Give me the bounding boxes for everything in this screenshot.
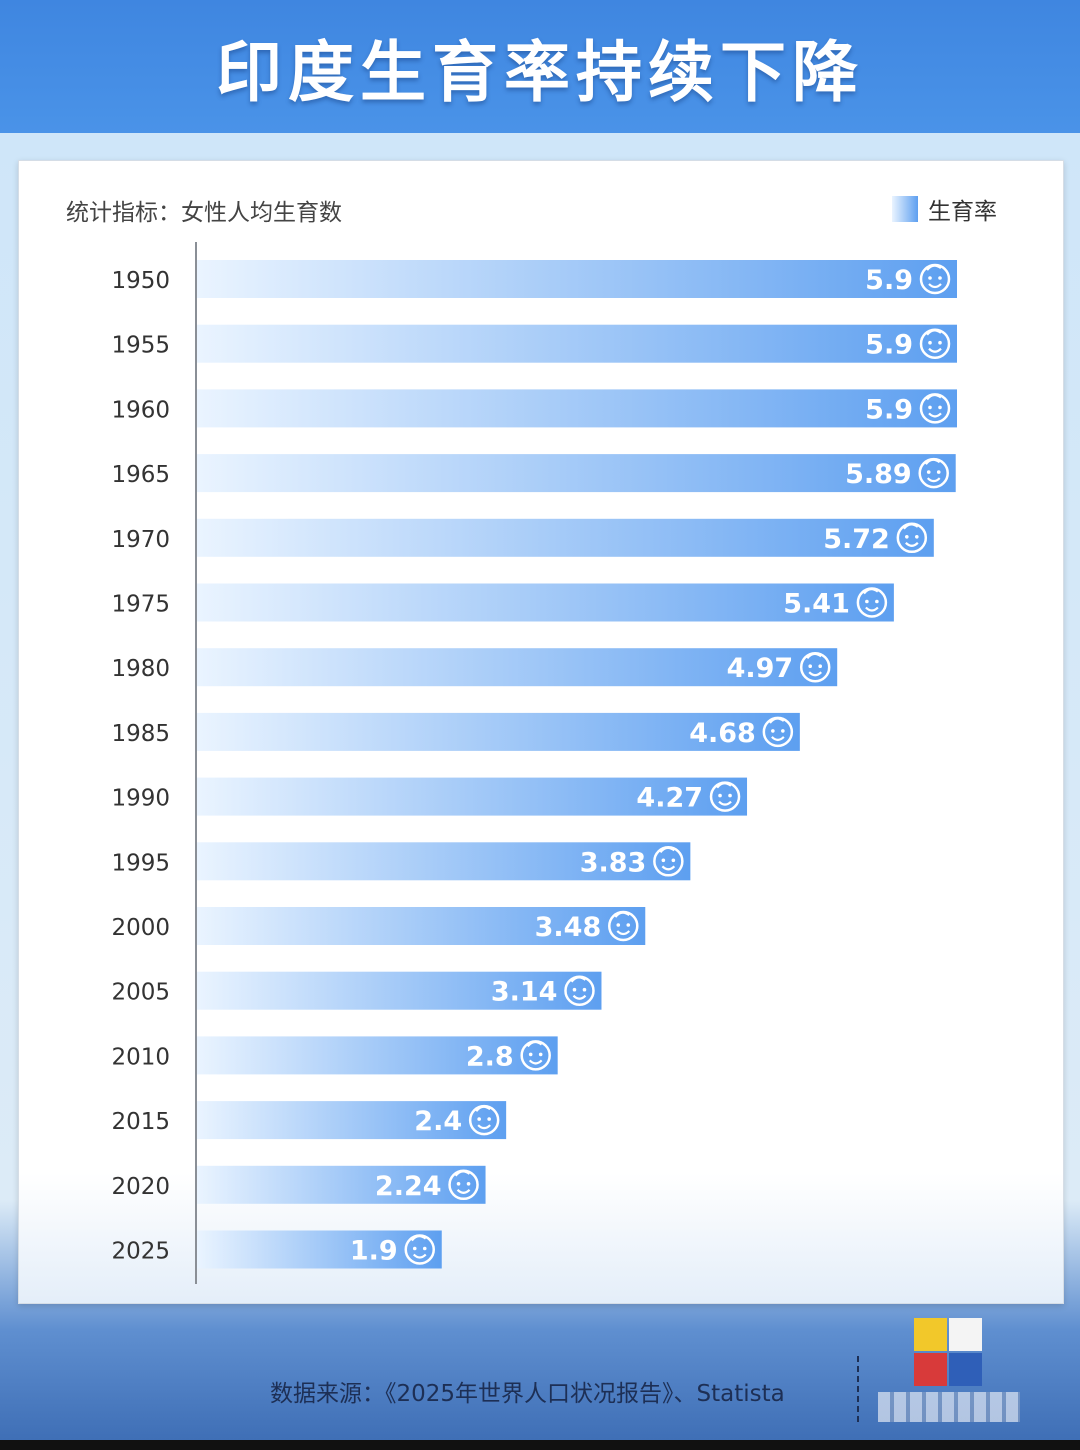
value-label: 5.9 [865, 265, 913, 296]
bar [197, 583, 894, 622]
legend-label: 生育率 [928, 199, 997, 225]
bar [197, 648, 838, 687]
bar [197, 1101, 507, 1140]
value-label: 4.68 [689, 718, 756, 749]
value-label: 2.8 [466, 1041, 514, 1072]
bar [197, 842, 691, 881]
bar [197, 518, 934, 557]
year-label: 1970 [111, 527, 170, 553]
bar [197, 389, 957, 428]
year-label: 1995 [111, 850, 170, 876]
title-banner: 印度生育率持续下降 [0, 0, 1080, 133]
bar [197, 907, 646, 945]
value-label: 3.83 [580, 847, 647, 878]
value-label: 3.14 [491, 977, 558, 1008]
baby-face-icon [919, 263, 951, 295]
year-label: 2000 [111, 915, 170, 941]
bar [197, 971, 602, 1010]
page-title: 印度生育率持续下降 [216, 33, 864, 111]
puzzle-logo-icon [914, 1318, 984, 1388]
baby-face-icon [919, 393, 951, 424]
value-label: 4.97 [727, 653, 794, 684]
bar [197, 324, 957, 363]
baby-face-icon [404, 1234, 435, 1265]
bar [197, 712, 800, 751]
metric-label: 统计指标：女性人均生育数 [66, 200, 342, 226]
bar [197, 1165, 486, 1204]
brand-logo [878, 1316, 1020, 1428]
year-label: 1990 [111, 786, 170, 812]
baby-face-icon [918, 457, 949, 489]
value-label: 5.72 [823, 524, 890, 555]
bar [197, 1036, 558, 1075]
baby-face-icon [520, 1040, 551, 1071]
baby-face-icon [799, 651, 831, 683]
bar [197, 260, 957, 298]
value-label: 1.9 [350, 1236, 398, 1267]
value-label: 2.4 [414, 1106, 462, 1137]
year-label: 1975 [111, 592, 170, 618]
baby-face-icon [653, 846, 684, 877]
source-divider [857, 1356, 859, 1422]
legend: 生育率 [892, 192, 997, 226]
baby-face-icon [564, 975, 595, 1006]
value-label: 4.27 [636, 783, 703, 814]
bar [197, 777, 748, 816]
year-label: 1980 [111, 656, 170, 682]
baby-face-icon [448, 1169, 479, 1201]
year-label: 2005 [111, 980, 170, 1006]
baby-face-icon [856, 587, 888, 618]
baby-face-icon [608, 910, 639, 942]
data-source: 数据来源：《2025年世界人口状况报告》、Statista [270, 1381, 785, 1407]
baby-face-icon [896, 522, 928, 554]
year-label: 1965 [111, 462, 170, 488]
year-label: 1950 [111, 268, 170, 294]
year-label: 2025 [111, 1239, 170, 1265]
year-label: 2015 [111, 1109, 170, 1135]
bar [197, 454, 956, 493]
logo-wordmark [878, 1392, 1020, 1422]
bar [197, 1230, 442, 1269]
year-label: 2020 [111, 1174, 170, 1200]
value-label: 5.9 [865, 330, 913, 361]
year-label: 1960 [111, 397, 170, 423]
baby-face-icon [919, 328, 951, 359]
legend-swatch [892, 196, 918, 222]
value-label: 3.48 [535, 912, 602, 943]
baby-face-icon [709, 781, 741, 812]
value-label: 2.24 [375, 1171, 442, 1202]
baby-face-icon [762, 716, 794, 748]
year-label: 1955 [111, 333, 170, 359]
baby-face-icon [468, 1104, 500, 1136]
year-label: 1985 [111, 721, 170, 747]
value-label: 5.9 [865, 394, 913, 425]
y-axis-line [195, 242, 197, 1284]
value-label: 5.89 [845, 459, 912, 490]
value-label: 5.41 [783, 589, 850, 620]
year-label: 2010 [111, 1044, 170, 1070]
